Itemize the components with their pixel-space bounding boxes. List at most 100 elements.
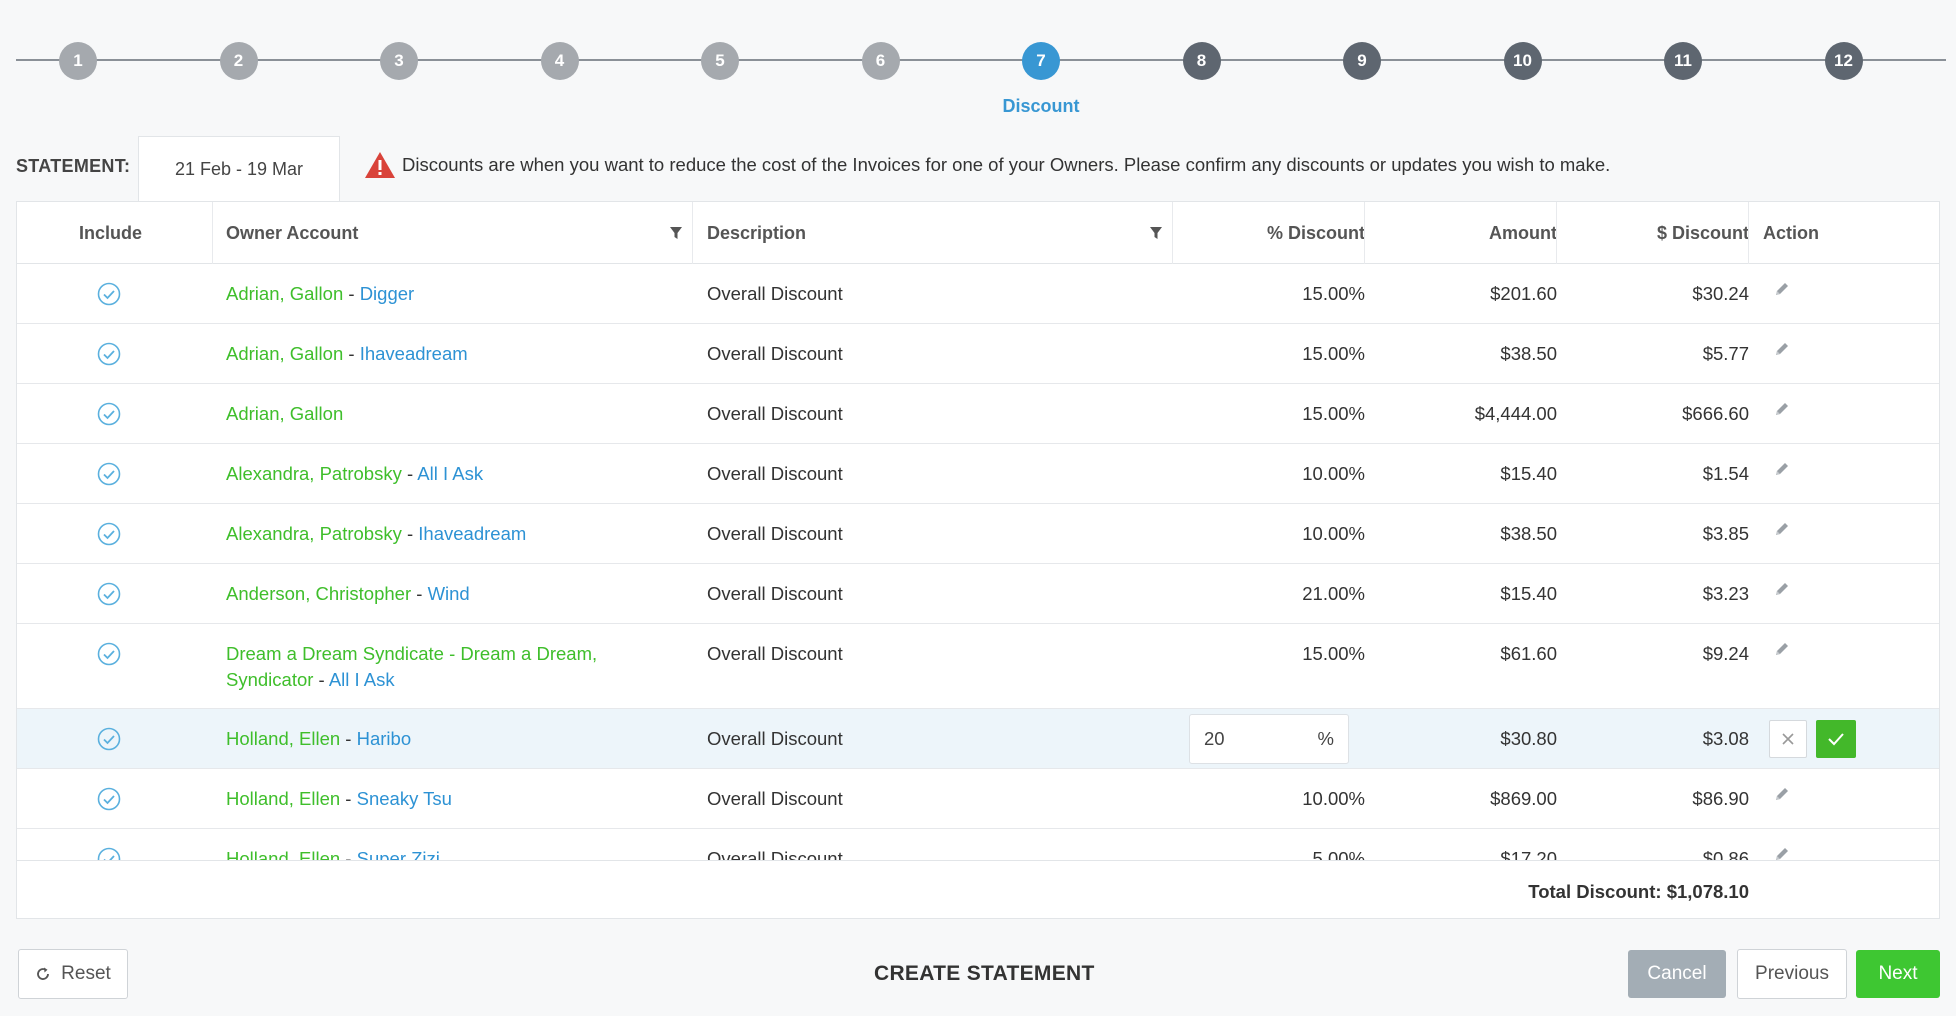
description-cell: Overall Discount (707, 643, 843, 664)
pct-discount-cell: 15.00% (1302, 343, 1365, 364)
description-cell: Overall Discount (707, 463, 843, 484)
pencil-icon[interactable] (1773, 400, 1791, 418)
step-11[interactable]: 11 (1664, 42, 1702, 80)
check-circle-icon[interactable] (97, 582, 121, 606)
owner-link[interactable]: Holland, Ellen (226, 788, 341, 809)
header-include: Include (79, 222, 143, 243)
pct-discount-input[interactable]: 20% (1189, 714, 1349, 764)
owner-link[interactable]: Adrian, Gallon (226, 343, 344, 364)
pct-input-value[interactable]: 20 (1204, 728, 1225, 749)
header-owner-account[interactable]: Owner Account (226, 222, 359, 243)
horse-link[interactable]: Haribo (356, 728, 412, 749)
table-row: Anderson, Christopher - Wind Overall Disc… (17, 564, 1939, 624)
current-step-label: Discount (1002, 96, 1080, 116)
step-2[interactable]: 2 (219, 42, 258, 80)
check-circle-icon[interactable] (97, 727, 121, 751)
horse-link[interactable]: Super Zizi (356, 848, 440, 860)
header-pct-discount: % Discount (1266, 222, 1365, 243)
description-cell: Overall Discount (707, 788, 843, 809)
header-description[interactable]: Description (707, 222, 807, 243)
amount-cell: $38.50 (1500, 523, 1557, 544)
horse-link[interactable]: Wind (427, 583, 470, 604)
owner-link[interactable]: Alexandra, Patrobsky (226, 463, 402, 484)
filter-icon[interactable] (1149, 226, 1163, 240)
check-circle-icon[interactable] (97, 787, 121, 811)
description-cell: Overall Discount (707, 583, 843, 604)
check-circle-icon[interactable] (97, 522, 121, 546)
owner-link[interactable]: Adrian, Gallon (226, 403, 344, 424)
table-row: Alexandra, Patrobsky - All I Ask Overall … (17, 444, 1939, 504)
step-4[interactable]: 4 (540, 42, 579, 80)
cancel-edit-button[interactable] (1769, 720, 1807, 758)
owner-account-cell: Adrian, Gallon (226, 401, 646, 427)
pencil-icon[interactable] (1773, 520, 1791, 538)
owner-link[interactable]: Adrian, Gallon (226, 283, 344, 304)
pencil-icon[interactable] (1773, 785, 1791, 803)
horse-link[interactable]: Ihaveadream (359, 343, 468, 364)
step-9[interactable]: 9 (1343, 42, 1381, 80)
dollar-discount-cell: $666.60 (1682, 403, 1749, 424)
check-circle-icon[interactable] (97, 642, 121, 666)
pencil-icon[interactable] (1773, 580, 1791, 598)
step-10[interactable]: 10 (1503, 42, 1542, 80)
step-7[interactable]: 7 (1022, 42, 1060, 80)
header-amount: Amount (1489, 222, 1557, 243)
pencil-icon[interactable] (1773, 845, 1791, 860)
owner-account-cell: Holland, Ellen - Sneaky Tsu (226, 786, 646, 812)
owner-link[interactable]: Anderson, Christopher (226, 583, 412, 604)
amount-cell: $15.40 (1500, 463, 1557, 484)
table-row: Holland, Ellen - Sneaky Tsu Overall Disco… (17, 769, 1939, 829)
pct-discount-cell: 15.00% (1302, 643, 1365, 664)
owner-separator: - (340, 848, 357, 860)
step-12[interactable]: 12 (1824, 42, 1863, 80)
statement-period-tab[interactable]: 21 Feb - 19 Mar (138, 136, 340, 202)
owner-separator: - (340, 788, 357, 809)
owner-link[interactable]: Holland, Ellen (226, 848, 341, 860)
owner-link[interactable]: Holland, Ellen (226, 728, 341, 749)
warning-triangle-icon (365, 152, 395, 178)
warning-message: Discounts are when you want to reduce th… (364, 150, 1610, 180)
description-cell: Overall Discount (707, 403, 843, 424)
amount-cell: $61.60 (1500, 643, 1557, 664)
dollar-discount-cell: $0.86 (1702, 848, 1749, 860)
description-cell: Overall Discount (707, 283, 843, 304)
description-cell: Overall Discount (707, 848, 843, 860)
pencil-icon[interactable] (1773, 640, 1791, 658)
owner-link[interactable]: Dream a Dream Syndicate - Dream a Dream,… (226, 643, 598, 690)
owner-account-cell: Adrian, Gallon - Digger (226, 281, 646, 307)
check-circle-icon[interactable] (97, 462, 121, 486)
step-5[interactable]: 5 (701, 42, 739, 80)
horse-link[interactable]: All I Ask (417, 463, 484, 484)
table-row: Adrian, Gallon Overall Discount 15.00% $4,4… (17, 384, 1939, 444)
check-circle-icon[interactable] (97, 282, 121, 306)
amount-cell: $38.50 (1500, 343, 1557, 364)
cancel-button[interactable]: Cancel (1628, 950, 1726, 998)
step-1[interactable]: 1 (59, 42, 97, 80)
check-circle-icon[interactable] (97, 847, 121, 860)
confirm-edit-button[interactable] (1816, 720, 1856, 758)
dollar-discount-cell: $3.85 (1702, 523, 1749, 544)
check-circle-icon[interactable] (97, 342, 121, 366)
pencil-icon[interactable] (1773, 460, 1791, 478)
next-button[interactable]: Next (1856, 950, 1940, 998)
pct-discount-cell: 15.00% (1302, 283, 1365, 304)
horse-link[interactable]: Sneaky Tsu (356, 788, 452, 809)
horse-link[interactable]: All I Ask (328, 669, 395, 690)
step-6[interactable]: 6 (861, 42, 900, 80)
check-circle-icon[interactable] (97, 402, 121, 426)
previous-button[interactable]: Previous (1737, 949, 1847, 999)
horse-link[interactable]: Ihaveadream (418, 523, 527, 544)
horse-link[interactable]: Digger (359, 283, 415, 304)
reset-button[interactable]: Reset (18, 949, 128, 999)
step-8[interactable]: 8 (1182, 42, 1221, 80)
table-row: Dream a Dream Syndicate - Dream a Dream,… (17, 624, 1939, 709)
filter-icon[interactable] (669, 226, 683, 240)
pencil-icon[interactable] (1773, 340, 1791, 358)
step-3[interactable]: 3 (380, 42, 418, 80)
refresh-icon (37, 967, 50, 980)
owner-separator: - (343, 283, 360, 304)
amount-cell: $17.20 (1500, 848, 1557, 860)
pencil-icon[interactable] (1773, 280, 1791, 298)
close-icon (1782, 733, 1794, 745)
owner-link[interactable]: Alexandra, Patrobsky (226, 523, 402, 544)
